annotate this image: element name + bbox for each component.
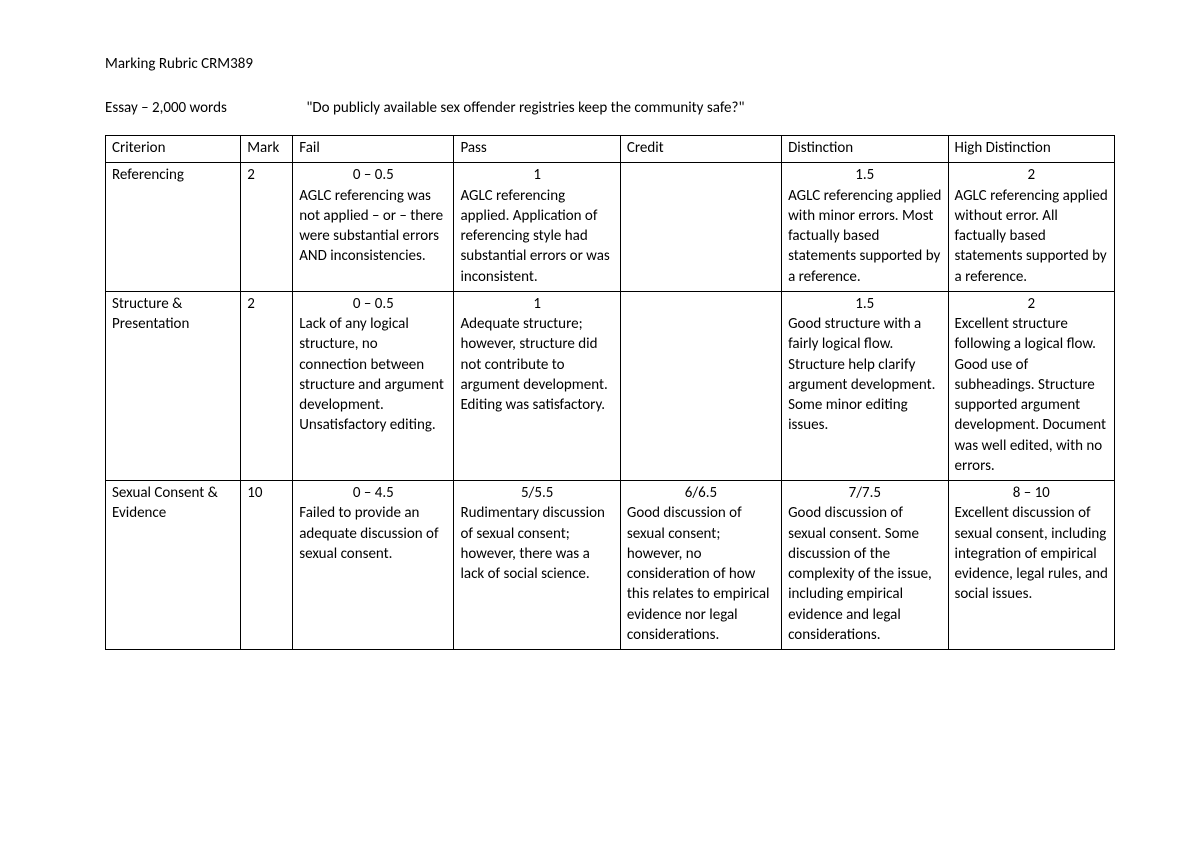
essay-label: Essay – 2,000 words xyxy=(105,99,303,117)
cell-criterion: Referencing xyxy=(106,163,241,292)
cell-fail: 0 – 0.5AGLC referencing was not applied … xyxy=(293,163,454,292)
col-fail: Fail xyxy=(293,136,454,163)
cell-desc: Good discussion of sexual consent. Some … xyxy=(788,503,941,645)
col-criterion: Criterion xyxy=(106,136,241,163)
cell-score: 2 xyxy=(955,165,1109,185)
col-pass: Pass xyxy=(454,136,620,163)
cell-desc: Excellent structure following a logical … xyxy=(955,314,1109,476)
cell-pass: 5/5.5Rudimentary discussion of sexual co… xyxy=(454,481,620,650)
col-hd: High Distinction xyxy=(948,136,1115,163)
cell-score: 6/6.5 xyxy=(627,483,775,503)
cell-pass: 1AGLC referencing applied. Application o… xyxy=(454,163,620,292)
cell-fail: 0 – 0.5Lack of any logical structure, no… xyxy=(293,291,454,480)
cell-hd: 2Excellent structure following a logical… xyxy=(948,291,1115,480)
cell-score: 5/5.5 xyxy=(460,483,613,503)
document-page: Marking Rubric CRM389 Essay – 2,000 word… xyxy=(0,0,1200,848)
cell-pass: 1Adequate structure; however, structure … xyxy=(454,291,620,480)
cell-mark: 2 xyxy=(241,291,293,480)
cell-distinction: 1.5Good structure with a fairly logical … xyxy=(782,291,948,480)
cell-criterion: Structure & Presentation xyxy=(106,291,241,480)
cell-score: 1 xyxy=(460,165,613,185)
essay-question: "Do publicly available sex offender regi… xyxy=(306,99,744,117)
essay-subtitle: Essay – 2,000 words "Do publicly availab… xyxy=(105,99,1115,117)
cell-desc: AGLC referencing was not applied – or – … xyxy=(299,186,447,267)
table-row: Structure & Presentation20 – 0.5Lack of … xyxy=(106,291,1115,480)
table-row: Referencing20 – 0.5AGLC referencing was … xyxy=(106,163,1115,292)
cell-desc: AGLC referencing applied. Application of… xyxy=(460,186,613,287)
cell-hd: 2AGLC referencing applied without error.… xyxy=(948,163,1115,292)
cell-score: 8 – 10 xyxy=(955,483,1109,503)
page-title: Marking Rubric CRM389 xyxy=(105,55,1115,73)
table-row: Sexual Consent & Evidence100 – 4.5Failed… xyxy=(106,481,1115,650)
cell-hd: 8 – 10Excellent discussion of sexual con… xyxy=(948,481,1115,650)
cell-desc: Good structure with a fairly logical flo… xyxy=(788,314,941,436)
col-mark: Mark xyxy=(241,136,293,163)
cell-desc: Failed to provide an adequate discussion… xyxy=(299,503,447,564)
rubric-body: Referencing20 – 0.5AGLC referencing was … xyxy=(106,163,1115,650)
cell-distinction: 1.5AGLC referencing applied with minor e… xyxy=(782,163,948,292)
cell-fail: 0 – 4.5Failed to provide an adequate dis… xyxy=(293,481,454,650)
cell-desc: AGLC referencing applied with minor erro… xyxy=(788,186,941,287)
cell-desc: Adequate structure; however, structure d… xyxy=(460,314,613,415)
cell-credit xyxy=(620,291,781,480)
table-header-row: Criterion Mark Fail Pass Credit Distinct… xyxy=(106,136,1115,163)
cell-mark: 10 xyxy=(241,481,293,650)
cell-credit: 6/6.5Good discussion of sexual consent; … xyxy=(620,481,781,650)
cell-desc: Good discussion of sexual consent; howev… xyxy=(627,503,775,645)
cell-score: 1.5 xyxy=(788,165,941,185)
cell-desc: Rudimentary discussion of sexual consent… xyxy=(460,503,613,584)
cell-score: 1 xyxy=(460,294,613,314)
cell-score: 7/7.5 xyxy=(788,483,941,503)
cell-score: 0 – 0.5 xyxy=(299,294,447,314)
cell-distinction: 7/7.5Good discussion of sexual consent. … xyxy=(782,481,948,650)
cell-desc: AGLC referencing applied without error. … xyxy=(955,186,1109,287)
cell-desc: Lack of any logical structure, no connec… xyxy=(299,314,447,436)
cell-score: 0 – 4.5 xyxy=(299,483,447,503)
col-credit: Credit xyxy=(620,136,781,163)
cell-mark: 2 xyxy=(241,163,293,292)
rubric-table: Criterion Mark Fail Pass Credit Distinct… xyxy=(105,135,1115,650)
cell-credit xyxy=(620,163,781,292)
cell-criterion: Sexual Consent & Evidence xyxy=(106,481,241,650)
cell-score: 0 – 0.5 xyxy=(299,165,447,185)
cell-score: 1.5 xyxy=(788,294,941,314)
col-distinction: Distinction xyxy=(782,136,948,163)
cell-desc: Excellent discussion of sexual consent, … xyxy=(955,503,1109,604)
cell-score: 2 xyxy=(955,294,1109,314)
